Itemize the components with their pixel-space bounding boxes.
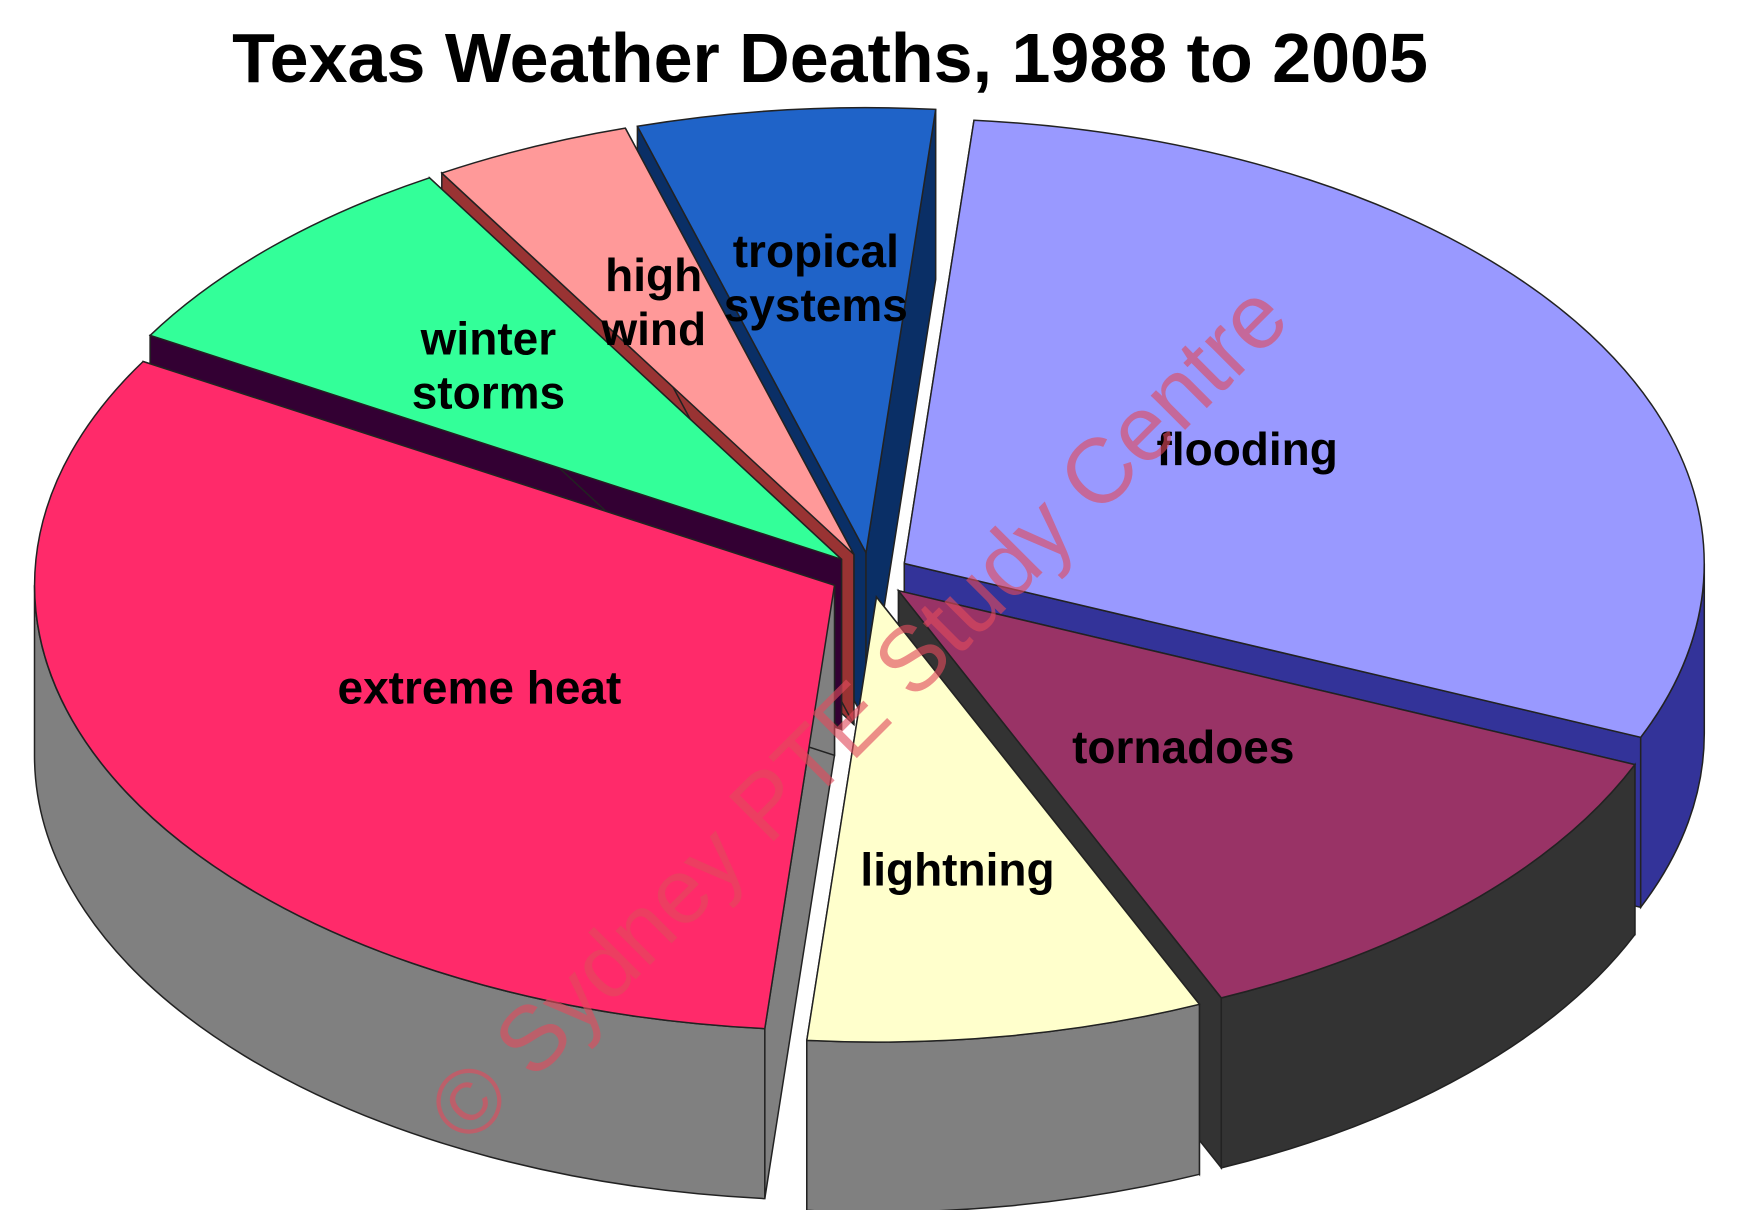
slice-top-extreme-heat — [33, 360, 836, 1030]
slice-label-high-wind: high wind — [600, 249, 706, 355]
slice-label-flooding: flooding — [1157, 423, 1338, 475]
slice-top-tropical-systems — [636, 106, 937, 556]
slice-label-lightning: lightning — [860, 843, 1054, 895]
slice-top-high-wind — [440, 127, 855, 556]
pie-slice-lightning — [805, 594, 1201, 1213]
pie-slices — [33, 106, 1706, 1213]
slice-top-winter-storms — [148, 176, 843, 561]
slice-top-tornadoes — [896, 589, 1637, 999]
slice-label-winter-storms: winter storms — [412, 313, 565, 419]
slice-label-extreme-heat: extreme heat — [337, 662, 621, 714]
slice-labels: flooding tornadoes lightning extreme heat wi… — [337, 225, 1337, 895]
slice-label-tornadoes: tornadoes — [1072, 721, 1294, 773]
slice-label-tropical-systems: tropical systems — [724, 225, 908, 331]
chart-title: Texas Weather Deaths, 1988 to 2005 — [232, 19, 1428, 97]
slice-top-lightning — [805, 595, 1201, 1043]
slice-top-flooding — [903, 119, 1705, 739]
pie-slice-extreme-heat — [33, 360, 836, 1200]
